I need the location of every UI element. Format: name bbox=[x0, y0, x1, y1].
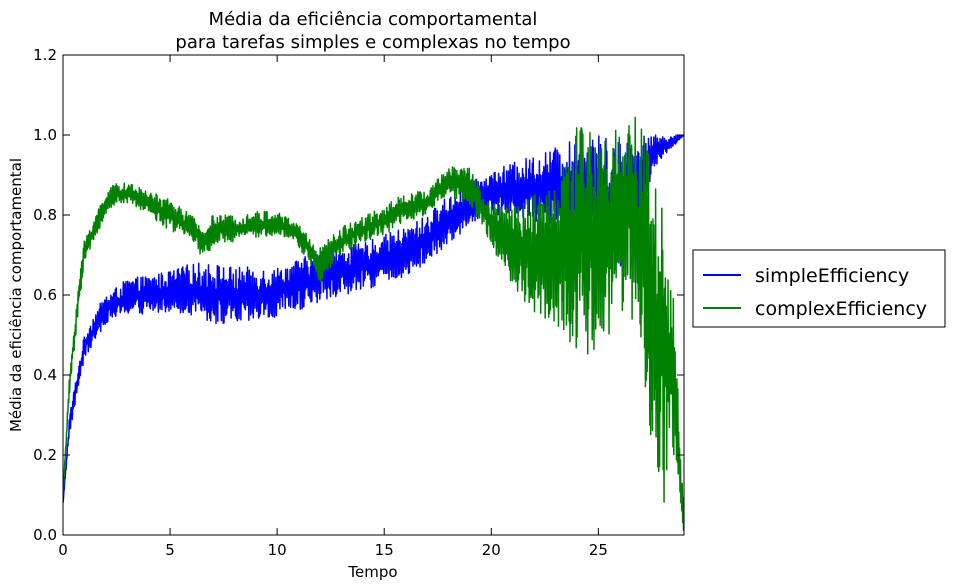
x-axis-title: Tempo bbox=[347, 563, 397, 581]
chart-title-line-1: Média da eficiência comportamental bbox=[209, 9, 538, 30]
y-tick-label: 0.2 bbox=[33, 446, 57, 464]
chart-title: Média da eficiência comportamental para … bbox=[175, 9, 570, 53]
x-tick-label: 25 bbox=[589, 541, 608, 559]
x-tick-label: 10 bbox=[268, 541, 287, 559]
x-tick-label: 0 bbox=[58, 541, 68, 559]
y-axis-title: Média da eficiência comportamental bbox=[7, 158, 25, 432]
y-tick-label: 0.8 bbox=[33, 206, 57, 224]
x-tick-label: 15 bbox=[375, 541, 394, 559]
plot-lines bbox=[63, 116, 684, 531]
chart-title-line-2: para tarefas simples e complexas no temp… bbox=[175, 32, 570, 53]
legend-label-complex-efficiency: complexEfficiency bbox=[755, 298, 927, 320]
y-tick-label: 0.6 bbox=[33, 286, 57, 304]
y-tick-label: 0.0 bbox=[33, 526, 57, 544]
y-tick-label: 1.0 bbox=[33, 126, 57, 144]
x-tick-label: 20 bbox=[482, 541, 501, 559]
x-tick-label: 5 bbox=[165, 541, 175, 559]
legend-label-simple-efficiency: simpleEfficiency bbox=[755, 265, 909, 287]
legend-box bbox=[692, 249, 946, 328]
legend: simpleEfficiency complexEfficiency bbox=[692, 249, 946, 328]
y-tick-label: 1.2 bbox=[33, 46, 57, 64]
y-axis: 0.0 0.2 0.4 0.6 0.8 1.0 1.2 bbox=[33, 46, 684, 544]
series-line-complex-efficiency bbox=[63, 116, 684, 531]
x-axis: 0 5 10 15 20 25 bbox=[58, 55, 608, 559]
y-tick-label: 0.4 bbox=[33, 366, 57, 384]
